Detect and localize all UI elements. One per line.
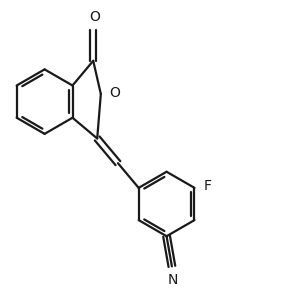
Text: O: O	[109, 86, 120, 100]
Text: N: N	[167, 273, 178, 287]
Text: F: F	[203, 179, 211, 193]
Text: O: O	[89, 10, 100, 24]
